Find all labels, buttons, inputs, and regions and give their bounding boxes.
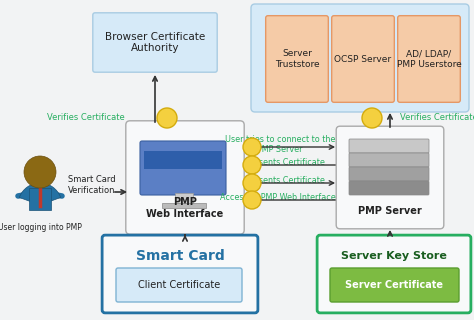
Circle shape: [243, 138, 261, 156]
Text: 1: 1: [249, 142, 255, 151]
Text: Presents Certificate: Presents Certificate: [246, 176, 324, 185]
Text: Verifies Certificate: Verifies Certificate: [47, 114, 125, 123]
Text: Server
Truststore: Server Truststore: [275, 49, 319, 69]
Text: OCSP Server: OCSP Server: [335, 54, 392, 63]
Text: Smart Card
Verification: Smart Card Verification: [68, 175, 116, 195]
Text: 2: 2: [249, 161, 255, 170]
Circle shape: [362, 108, 382, 128]
FancyBboxPatch shape: [126, 121, 244, 234]
Circle shape: [243, 156, 261, 174]
FancyBboxPatch shape: [116, 268, 242, 302]
Text: 4: 4: [249, 179, 255, 188]
Text: Browser Certificate
Authority: Browser Certificate Authority: [105, 32, 205, 53]
Text: AD/ LDAP/
PMP Userstore: AD/ LDAP/ PMP Userstore: [397, 49, 461, 69]
Circle shape: [24, 156, 56, 188]
Text: Server Certificate: Server Certificate: [346, 280, 444, 290]
Text: 3: 3: [164, 113, 170, 123]
Text: 6: 6: [249, 196, 255, 204]
FancyBboxPatch shape: [266, 16, 328, 102]
Bar: [29, 188, 51, 210]
FancyBboxPatch shape: [349, 153, 429, 167]
Text: Client Certificate: Client Certificate: [138, 280, 220, 290]
Circle shape: [157, 108, 177, 128]
Text: Smart Card: Smart Card: [136, 249, 224, 263]
FancyBboxPatch shape: [349, 181, 429, 195]
Text: Verifies Certificate: Verifies Certificate: [400, 114, 474, 123]
Wedge shape: [19, 183, 61, 205]
FancyBboxPatch shape: [140, 141, 226, 195]
FancyBboxPatch shape: [317, 235, 471, 313]
Text: Server Key Store: Server Key Store: [341, 251, 447, 261]
Text: User logging into PMP: User logging into PMP: [0, 223, 82, 233]
Text: 5: 5: [369, 113, 375, 123]
FancyBboxPatch shape: [349, 167, 429, 181]
FancyBboxPatch shape: [93, 13, 217, 72]
FancyBboxPatch shape: [398, 16, 460, 102]
Bar: [144, 151, 222, 169]
FancyBboxPatch shape: [349, 139, 429, 153]
FancyBboxPatch shape: [330, 268, 459, 302]
Text: User tries to connect to the
PMP Server: User tries to connect to the PMP Server: [225, 135, 335, 155]
Text: PMP Server: PMP Server: [358, 206, 422, 216]
FancyBboxPatch shape: [332, 16, 394, 102]
FancyBboxPatch shape: [102, 235, 258, 313]
Text: Access to PMP Web Interface: Access to PMP Web Interface: [220, 193, 336, 202]
Bar: [162, 203, 206, 208]
FancyBboxPatch shape: [336, 126, 444, 229]
Circle shape: [243, 191, 261, 209]
Text: PMP
Web Interface: PMP Web Interface: [146, 197, 224, 219]
FancyBboxPatch shape: [251, 4, 469, 112]
Bar: [175, 193, 193, 203]
Text: Presents Certificate: Presents Certificate: [246, 158, 324, 167]
Circle shape: [243, 174, 261, 192]
